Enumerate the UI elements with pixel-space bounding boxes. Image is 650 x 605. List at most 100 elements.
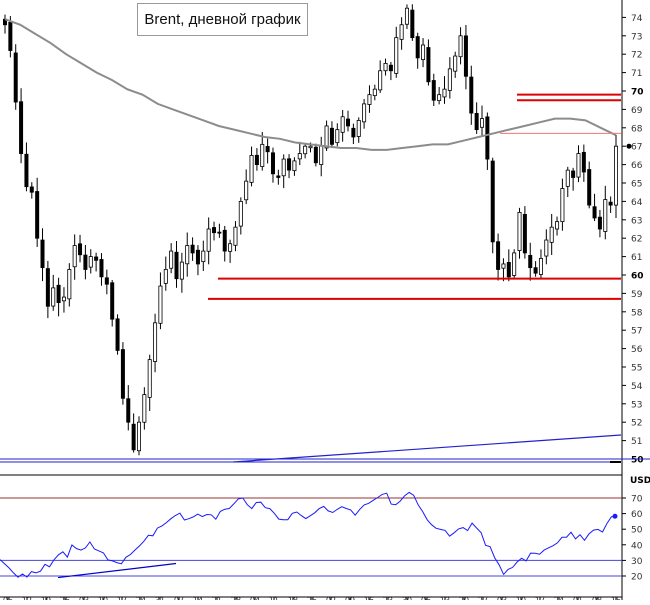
y-tick-label: 54 — [631, 382, 643, 392]
y-tick-label: 63 — [631, 216, 642, 226]
candle-body — [297, 153, 302, 160]
x-tick-label: 21 — [212, 596, 222, 600]
candle-body — [512, 252, 517, 276]
candle-body — [303, 145, 308, 155]
x-tick-label: 25 — [307, 596, 317, 600]
x-tick-label: 18 — [288, 596, 298, 600]
candle-body — [35, 191, 40, 239]
y-tick-label: 53 — [631, 400, 642, 410]
osc-y-tick-label: 20 — [631, 573, 643, 583]
y-tick-label: 65 — [631, 180, 642, 190]
candle-body — [592, 206, 597, 219]
candle-body — [287, 158, 292, 171]
x-tick-label: 09 — [345, 596, 355, 600]
x-tick-label: 10 — [98, 596, 108, 600]
x-tick-label: 20 — [459, 596, 469, 600]
candle-body — [410, 9, 415, 39]
y-tick-label: 66 — [631, 161, 643, 171]
y-tick-label: 73 — [631, 32, 642, 42]
candle-body — [83, 254, 88, 270]
candle-body — [270, 152, 275, 175]
candle-body — [533, 267, 538, 274]
candle-body — [356, 120, 361, 137]
candle-body — [110, 282, 115, 320]
candle-body — [190, 244, 195, 254]
x-tick-label: 07 — [174, 596, 184, 600]
candle-body — [538, 258, 543, 275]
osc-y-tick-label: 50 — [631, 526, 643, 536]
x-tick-label: 04 — [250, 596, 260, 600]
main-trendline — [232, 434, 622, 463]
candle-body — [201, 250, 206, 263]
candle-body — [206, 228, 211, 252]
candle-body — [56, 284, 61, 304]
candle-body — [576, 153, 581, 178]
candle-body — [458, 35, 463, 58]
candle-body — [367, 94, 372, 105]
candle-body — [29, 186, 34, 193]
y-tick-label: 55 — [631, 364, 642, 374]
candle-body — [608, 201, 613, 206]
y-tick-label: 67 — [631, 143, 642, 153]
candle-body — [415, 36, 420, 59]
x-tick-label: 05 — [3, 596, 13, 600]
candle-body — [319, 145, 324, 165]
candle-body — [404, 7, 409, 25]
candle-body — [99, 259, 104, 278]
osc-y-tick-label: 30 — [631, 557, 643, 567]
candle-body — [142, 394, 147, 423]
x-tick-label: 02 — [326, 596, 336, 600]
candle-body — [13, 52, 18, 103]
candle-body — [383, 63, 388, 72]
candle-body — [185, 245, 190, 265]
candle-body — [560, 188, 565, 223]
x-tick-label: 17 — [535, 596, 545, 600]
x-tick-label: 26 — [60, 596, 70, 600]
candle-body — [126, 398, 131, 423]
candle-body — [394, 37, 399, 74]
candle-body — [72, 245, 77, 268]
x-tick-label: 06 — [421, 596, 431, 600]
osc-trendline — [57, 562, 177, 579]
x-tick-label: 08 — [592, 596, 602, 600]
candle-body — [437, 94, 442, 101]
y-tick-label: 51 — [631, 437, 642, 447]
osc-last-marker — [612, 513, 618, 519]
y-tick-label: 74 — [631, 14, 643, 24]
x-tick-label: 14 — [193, 596, 203, 600]
osc-unit-label: USD — [630, 476, 650, 486]
candle-body — [324, 125, 329, 149]
x-tick-label: 16 — [364, 596, 374, 600]
candle-body — [115, 318, 120, 351]
y-tick-label: 50 — [631, 456, 644, 466]
candle-body — [94, 256, 99, 261]
y-tick-label: 71 — [631, 69, 642, 79]
candle-body — [351, 127, 356, 138]
candle-body — [147, 359, 152, 398]
y-tick-label: 57 — [631, 327, 642, 337]
candle-body — [431, 80, 436, 101]
candle-body — [45, 268, 50, 307]
x-tick-label: 23 — [383, 596, 393, 600]
x-tick-label: 24 — [136, 596, 146, 600]
candle-body — [19, 101, 24, 154]
x-tick-label: 30 — [402, 596, 412, 600]
y-tick-label: 59 — [631, 290, 643, 300]
candle-body — [474, 112, 479, 131]
candle-body — [469, 76, 474, 114]
candle-body — [522, 213, 527, 254]
x-tick-label: 17 — [117, 596, 127, 600]
x-tick-label: 12 — [22, 596, 32, 600]
candle-body — [8, 22, 13, 51]
candle-body — [378, 70, 383, 91]
candle-body — [587, 169, 592, 206]
candle-body — [136, 421, 141, 452]
candle-body — [228, 243, 233, 252]
osc-y-tick-label: 60 — [631, 510, 643, 520]
y-tick-label: 60 — [631, 272, 644, 282]
candle-body — [212, 227, 217, 234]
candle-body — [40, 239, 45, 269]
x-tick-label: 24 — [554, 596, 564, 600]
y-tick-label: 52 — [631, 419, 642, 429]
candle-body — [254, 154, 259, 165]
